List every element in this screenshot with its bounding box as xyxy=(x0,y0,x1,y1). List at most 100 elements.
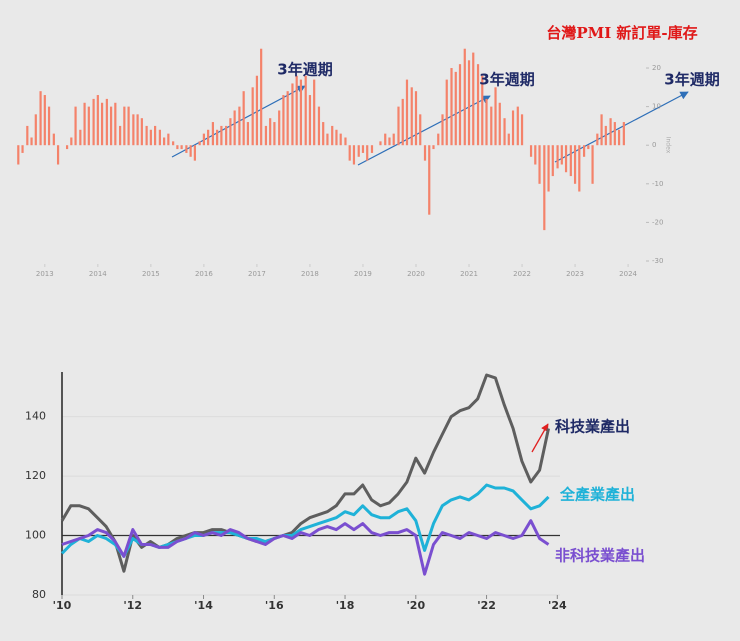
bar xyxy=(286,91,289,146)
bar xyxy=(520,114,524,146)
y-tick-label: 20 xyxy=(652,64,661,72)
bar xyxy=(596,133,599,146)
x-tick-label: '18 xyxy=(336,599,355,612)
series-label: 科技業產出 xyxy=(555,418,630,436)
bar xyxy=(538,145,541,184)
x-tick-label: 2021 xyxy=(460,270,478,278)
y-tick-label: -20 xyxy=(652,218,663,226)
bar xyxy=(21,145,24,153)
bar xyxy=(467,60,471,146)
bar xyxy=(573,145,577,184)
bar xyxy=(251,87,254,146)
y-tick-label: 120 xyxy=(25,469,46,482)
bar xyxy=(600,114,603,146)
bar xyxy=(410,87,413,146)
bar xyxy=(511,110,515,146)
bar xyxy=(65,145,69,150)
x-tick-label: '16 xyxy=(265,599,284,612)
series-label: 全產業產出 xyxy=(559,486,635,504)
bar xyxy=(26,125,29,146)
bar xyxy=(172,141,175,146)
bar xyxy=(87,106,90,146)
bar xyxy=(198,141,201,146)
arrow xyxy=(554,91,689,163)
bar xyxy=(207,129,210,146)
bar xyxy=(578,145,581,192)
y-tick-label: -10 xyxy=(652,180,663,188)
series-line xyxy=(60,373,550,573)
annotation: 3年週期 xyxy=(277,61,332,79)
bar xyxy=(534,145,537,165)
bar xyxy=(140,118,143,146)
x-tick-label: '20 xyxy=(406,599,425,612)
bar xyxy=(96,95,99,146)
bar xyxy=(326,133,329,146)
bar xyxy=(282,95,285,146)
bar xyxy=(39,91,42,146)
bar xyxy=(516,106,519,146)
bar xyxy=(582,145,586,157)
bar xyxy=(308,95,312,146)
y-tick-label: -30 xyxy=(652,257,663,265)
bar xyxy=(56,145,60,165)
bar xyxy=(114,102,117,146)
bar xyxy=(74,106,77,146)
x-tick-label: 2013 xyxy=(36,270,54,278)
bar xyxy=(503,118,506,146)
bar xyxy=(79,129,82,146)
bar xyxy=(202,133,205,146)
bar xyxy=(242,91,245,146)
bar xyxy=(260,48,263,146)
bar xyxy=(472,52,475,146)
bar xyxy=(322,122,325,146)
bar xyxy=(158,129,161,146)
bar xyxy=(52,133,55,146)
bar xyxy=(193,145,196,161)
bar xyxy=(370,145,374,153)
bar xyxy=(609,118,612,146)
bar xyxy=(291,83,294,146)
x-tick-label: 2019 xyxy=(354,270,372,278)
bar xyxy=(556,145,559,169)
bar xyxy=(551,145,554,177)
bar xyxy=(317,106,321,146)
bar xyxy=(379,141,382,146)
bar xyxy=(220,125,223,146)
bar xyxy=(587,145,590,150)
x-tick-label: '12 xyxy=(123,599,142,612)
bar xyxy=(384,133,387,146)
y-tick-label: 100 xyxy=(25,529,46,542)
bar xyxy=(180,145,183,150)
bar xyxy=(295,75,298,146)
bar xyxy=(127,106,130,146)
bar xyxy=(335,129,338,146)
bar xyxy=(560,145,563,165)
bar xyxy=(405,79,409,146)
bar xyxy=(344,137,347,146)
bar xyxy=(167,133,170,146)
bar xyxy=(105,98,108,146)
bar xyxy=(507,133,510,146)
bar xyxy=(119,125,122,146)
chart-title: 台灣PMI 新訂單-庫存 xyxy=(546,24,697,42)
bar xyxy=(366,145,369,161)
bar xyxy=(304,75,307,146)
bar xyxy=(463,48,466,146)
x-tick-label: 2023 xyxy=(566,270,584,278)
bar xyxy=(225,125,228,146)
bar xyxy=(348,145,351,161)
bar xyxy=(273,122,276,146)
bar xyxy=(419,114,422,146)
bar xyxy=(361,145,365,153)
x-tick-label: '14 xyxy=(194,599,213,612)
annotation: 3年週期 xyxy=(479,71,534,89)
x-tick-label: 2014 xyxy=(89,270,107,278)
bar xyxy=(145,125,148,146)
bar xyxy=(83,102,86,146)
bar xyxy=(432,145,435,150)
y-tick-label: 80 xyxy=(32,588,46,601)
bar xyxy=(388,137,391,146)
bar xyxy=(441,114,444,146)
x-tick-label: '24 xyxy=(548,599,567,612)
bar xyxy=(269,118,272,146)
